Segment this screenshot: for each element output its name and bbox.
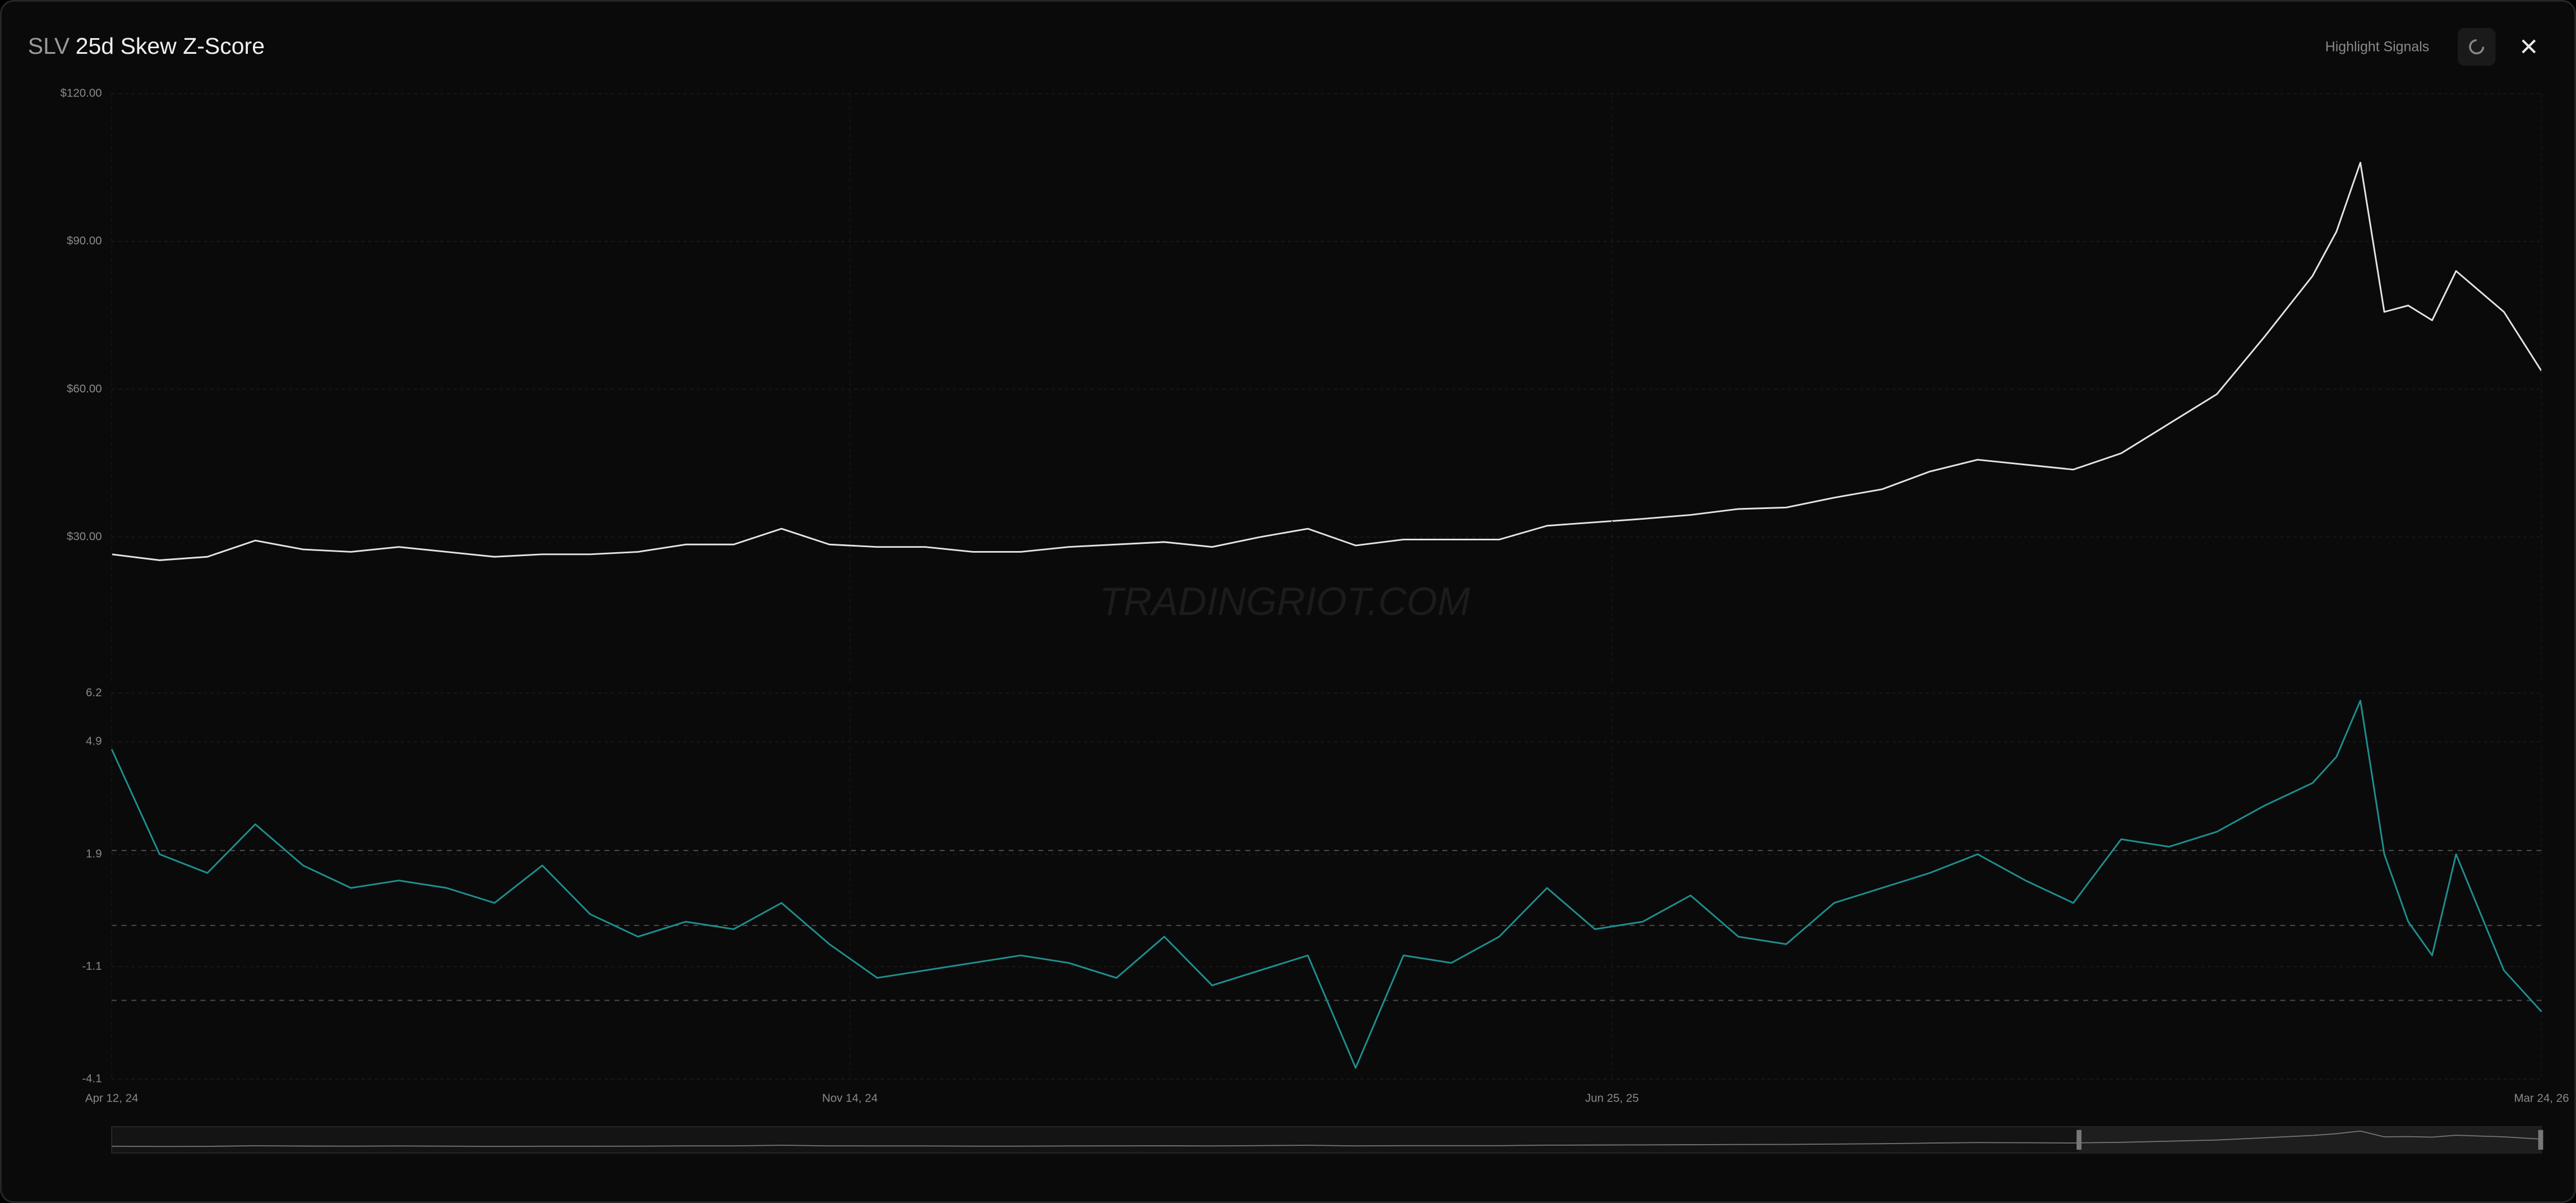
y-tick-label: 4.9 bbox=[86, 735, 102, 748]
refresh-button[interactable] bbox=[2458, 27, 2496, 66]
navigator-handle[interactable] bbox=[2076, 1130, 2082, 1150]
series-line bbox=[112, 161, 2542, 561]
x-tick-label: Jun 25, 25 bbox=[1585, 1092, 1639, 1105]
close-icon bbox=[2522, 39, 2536, 54]
y-tick-label: $60.00 bbox=[67, 382, 102, 395]
navigator-handle[interactable] bbox=[2538, 1130, 2543, 1150]
series-line bbox=[110, 700, 2542, 1069]
x-tick-label: Apr 12, 24 bbox=[85, 1092, 139, 1105]
close-button[interactable] bbox=[2522, 39, 2536, 54]
ticker: SLV bbox=[28, 33, 70, 59]
panel-title: 25d Skew Z-Score bbox=[76, 33, 265, 59]
highlight-signals-button[interactable]: Highlight Signals bbox=[2325, 39, 2429, 55]
y-tick-label: $90.00 bbox=[67, 234, 102, 247]
y-tick-label: $120.00 bbox=[61, 86, 102, 99]
navigator-line bbox=[112, 1130, 2542, 1148]
refresh-icon bbox=[2469, 39, 2485, 54]
x-tick-label: Mar 24, 26 bbox=[2514, 1092, 2569, 1105]
y-tick-label: -1.1 bbox=[82, 960, 101, 973]
y-tick-label: 1.9 bbox=[86, 847, 102, 860]
y-tick-label: 6.2 bbox=[86, 686, 102, 699]
y-tick-label: -4.1 bbox=[82, 1072, 101, 1085]
y-tick-label: $30.00 bbox=[67, 530, 102, 543]
refresh-bg bbox=[2458, 27, 2496, 66]
navigator-window[interactable] bbox=[2078, 1126, 2542, 1153]
x-tick-label: Nov 14, 24 bbox=[822, 1092, 878, 1105]
watermark: TRADINGRIOT.COM bbox=[1099, 579, 1470, 623]
